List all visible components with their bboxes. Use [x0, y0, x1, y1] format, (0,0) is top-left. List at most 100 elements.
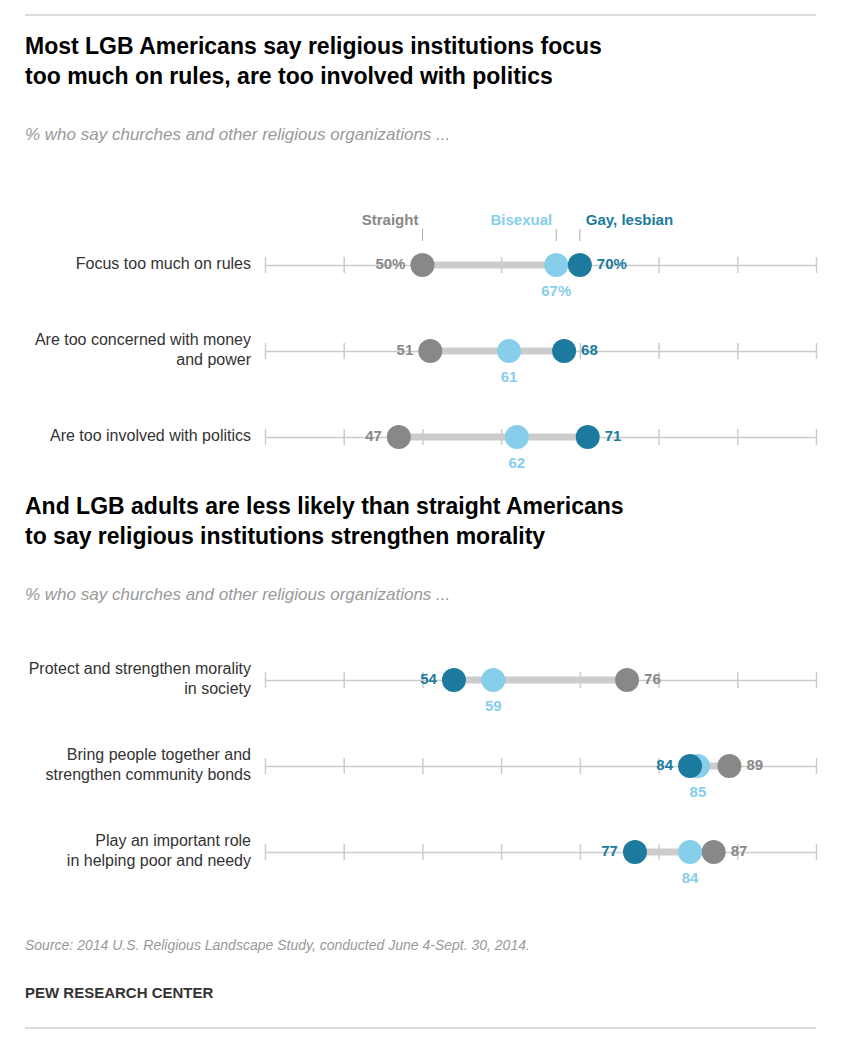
footer: PEW RESEARCH CENTER: [25, 984, 214, 1001]
tick: [344, 844, 345, 860]
data-label: 59: [485, 697, 502, 714]
data-label: 71: [605, 427, 622, 444]
data-label: 85: [690, 783, 707, 800]
tick: [816, 343, 817, 359]
tick: [501, 844, 502, 860]
tick-mark: [658, 429, 660, 445]
tick-mark: [658, 257, 660, 273]
tick-mark: [343, 429, 345, 445]
row-label: Are too concerned with moneyand power: [35, 331, 252, 368]
dot: [623, 840, 647, 864]
tick-mark: [816, 429, 818, 445]
axis-domain: [266, 265, 817, 267]
tick-mark: [265, 672, 267, 688]
data-label: 70%: [597, 255, 627, 272]
row-axis: [266, 429, 817, 445]
tick: [816, 844, 817, 860]
dot: [442, 668, 466, 692]
data-label: 89: [746, 756, 763, 773]
tick: [816, 672, 817, 688]
tick: [265, 844, 266, 860]
dot: [702, 840, 726, 864]
data-label: 87: [731, 842, 748, 859]
tick: [659, 343, 660, 359]
axis-domain: [266, 351, 817, 353]
tick: [580, 758, 581, 774]
tick: [580, 844, 581, 860]
dot: [552, 339, 576, 363]
tick-mark: [265, 429, 267, 445]
dot: [678, 840, 702, 864]
data-label: 67%: [541, 282, 571, 299]
tick-mark: [737, 672, 739, 688]
tick: [265, 257, 266, 273]
tick-mark: [343, 672, 345, 688]
dot: [717, 754, 741, 778]
subtitle: % who say churches and other religious o…: [25, 585, 450, 604]
tick: [816, 758, 817, 774]
data-label: 76: [644, 670, 661, 687]
tick-mark: [343, 844, 345, 860]
plot-marks: [442, 668, 742, 864]
dot: [544, 253, 568, 277]
tick: [422, 758, 423, 774]
dot: [387, 425, 411, 449]
dot: [678, 754, 702, 778]
row-label: Protect and strengthen moralityin societ…: [29, 660, 251, 697]
tick: [659, 257, 660, 273]
tick-mark: [737, 429, 739, 445]
axis-domain: [266, 680, 817, 682]
tick: [265, 758, 266, 774]
tick-mark: [265, 343, 267, 359]
data-label: 51: [397, 341, 414, 358]
title: And LGB adults are less likely than stra…: [25, 493, 624, 549]
legend-connector: [579, 229, 580, 241]
legend-entry: Straight: [362, 211, 419, 228]
range-segment: [399, 434, 588, 441]
row-label: Bring people together andstrengthen comm…: [46, 746, 251, 783]
data-label: 84: [682, 869, 699, 886]
tick: [737, 429, 738, 445]
legend-entry: Bisexual: [491, 211, 553, 228]
tick: [501, 758, 502, 774]
dot: [576, 425, 600, 449]
tick-mark: [658, 343, 660, 359]
tick: [344, 758, 345, 774]
tick-mark: [580, 844, 582, 860]
row-axis: [266, 343, 817, 359]
tick-mark: [265, 257, 267, 273]
legend: Straight Bisexual Gay, lesbian: [362, 211, 673, 241]
tick: [659, 429, 660, 445]
bottom-border: [25, 1027, 816, 1028]
tick-mark: [816, 844, 818, 860]
tick: [344, 429, 345, 445]
row-label: Are too involved with politics: [50, 427, 251, 444]
tick: [344, 343, 345, 359]
data-label: 62: [509, 454, 526, 471]
tick: [737, 672, 738, 688]
tick-mark: [501, 758, 503, 774]
tick-mark: [343, 257, 345, 273]
tick-mark: [580, 758, 582, 774]
tick: [265, 429, 266, 445]
plot-marks: [387, 253, 600, 449]
tick: [344, 672, 345, 688]
row-axis: [266, 257, 817, 273]
dot: [615, 668, 639, 692]
legend-entry: Gay, lesbian: [586, 211, 673, 228]
tick-mark: [422, 844, 424, 860]
tick-mark: [737, 343, 739, 359]
data-label: 50%: [375, 255, 405, 272]
source: Source: 2014 U.S. Religious Landscape St…: [25, 937, 530, 953]
range-segment: [454, 677, 627, 684]
subtitle: % who say churches and other religious o…: [25, 125, 450, 144]
tick-mark: [737, 257, 739, 273]
tick: [816, 429, 817, 445]
dot: [410, 253, 434, 277]
row-axis: [266, 672, 817, 688]
legend-connector: [422, 229, 423, 241]
data-label: 54: [420, 670, 437, 687]
dot: [497, 339, 521, 363]
row-label: Focus too much on rules: [76, 255, 251, 272]
tick: [737, 257, 738, 273]
